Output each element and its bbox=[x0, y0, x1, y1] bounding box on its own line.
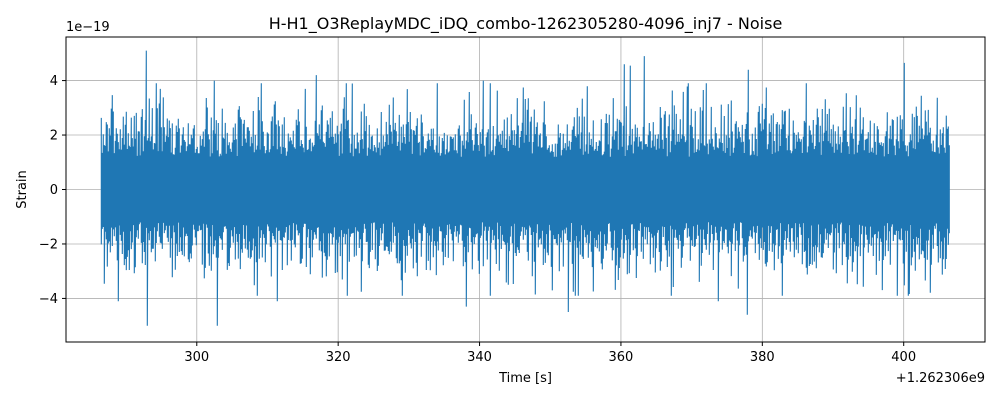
y-tick-label: −2 bbox=[39, 237, 58, 252]
x-axis-offset-label: +1.262306e9 bbox=[896, 371, 985, 386]
y-tick-label: 0 bbox=[50, 183, 58, 198]
x-tick-label: 360 bbox=[609, 350, 634, 365]
x-tick-label: 400 bbox=[891, 350, 916, 365]
x-tick-label: 320 bbox=[326, 350, 351, 365]
x-axis-label: Time [s] bbox=[498, 371, 552, 386]
chart-title: H-H1_O3ReplayMDC_iDQ_combo-1262305280-40… bbox=[269, 14, 783, 34]
axis-ticks: 300 320 340 360 380 400 −4 −2 0 2 4 bbox=[39, 74, 916, 365]
x-tick-label: 340 bbox=[467, 350, 492, 365]
y-tick-label: 4 bbox=[50, 74, 58, 89]
x-tick-label: 380 bbox=[750, 350, 775, 365]
plot-area bbox=[100, 50, 950, 326]
y-axis-scale-label: 1e−19 bbox=[66, 20, 110, 35]
y-tick-label: −4 bbox=[39, 292, 58, 307]
noise-series-line bbox=[100, 50, 950, 326]
y-tick-label: 2 bbox=[50, 129, 58, 144]
y-axis-label: Strain bbox=[15, 170, 30, 209]
x-tick-label: 300 bbox=[184, 350, 209, 365]
